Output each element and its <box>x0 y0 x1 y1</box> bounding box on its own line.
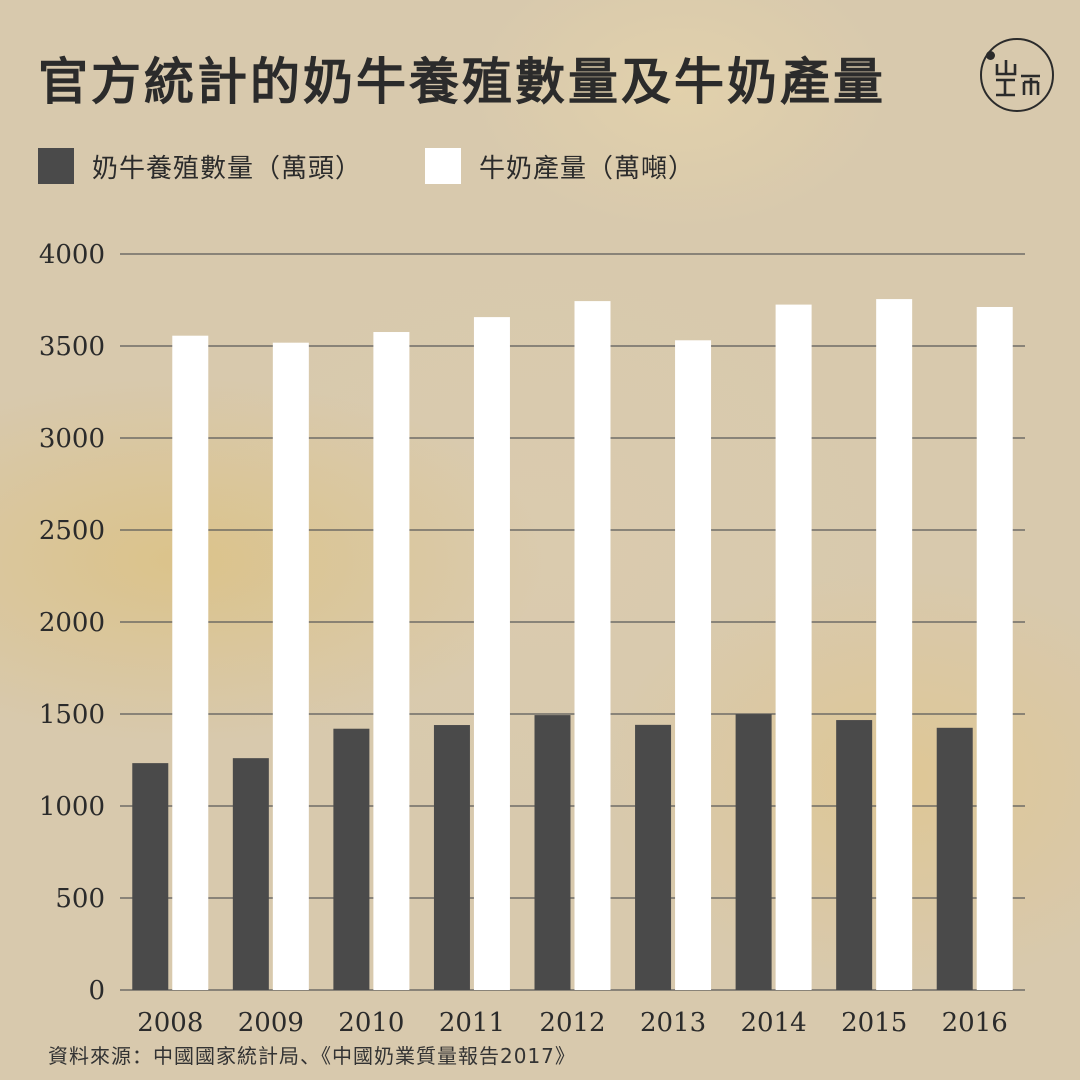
bar-cows <box>735 714 772 990</box>
source-note: 資料來源：中國國家統計局、《中國奶業質量報告2017》 <box>48 1044 576 1068</box>
bar-cows <box>132 763 169 990</box>
chart-title: 官方統計的奶牛養殖數量及牛奶產量 <box>38 52 886 111</box>
bar-milk <box>473 317 510 990</box>
y-tick-label: 1000 <box>39 792 105 822</box>
bar-milk <box>172 335 209 990</box>
x-tick-label: 2015 <box>841 1008 907 1038</box>
x-tick-label: 2014 <box>741 1008 807 1038</box>
bar-cows <box>936 727 973 990</box>
bar-milk <box>272 342 309 990</box>
legend-label-milk: 牛奶產量（萬噸） <box>479 153 696 184</box>
x-tick-label: 2009 <box>238 1008 304 1038</box>
theinitium-logo <box>980 38 1054 112</box>
bar-cows <box>232 758 269 990</box>
bar-cows <box>836 720 873 990</box>
x-tick-label: 2011 <box>439 1008 505 1038</box>
legend-item-milk: 牛奶產量（萬噸） <box>425 148 695 184</box>
y-tick-label: 0 <box>88 976 105 1006</box>
x-tick-label: 2012 <box>539 1008 605 1038</box>
bar-cows <box>433 725 470 990</box>
x-tick-label: 2016 <box>942 1008 1008 1038</box>
bar-cows <box>333 728 370 990</box>
bar-milk <box>775 304 812 991</box>
y-tick-label: 3500 <box>39 332 105 362</box>
bar-milk <box>976 306 1013 990</box>
y-tick-label: 2500 <box>39 516 105 546</box>
x-tick-label: 2013 <box>640 1008 706 1038</box>
bar-milk <box>675 340 712 990</box>
x-tick-label: 2008 <box>137 1008 203 1038</box>
x-tick-label: 2010 <box>338 1008 404 1038</box>
bar-cows <box>635 724 672 990</box>
bar-cows <box>534 715 571 990</box>
y-tick-label: 4000 <box>39 240 105 270</box>
y-tick-label: 500 <box>55 884 105 914</box>
y-tick-label: 1500 <box>39 700 105 730</box>
legend-label-cows: 奶牛養殖數量（萬頭） <box>92 153 363 184</box>
bar-milk <box>876 299 913 991</box>
legend-item-cows: 奶牛養殖數量（萬頭） <box>38 148 362 184</box>
legend-swatch-milk <box>425 148 461 184</box>
bar-milk <box>373 332 410 990</box>
y-tick-label: 2000 <box>39 608 105 638</box>
legend-swatch-cows <box>38 148 74 184</box>
y-tick-label: 3000 <box>39 424 105 454</box>
bar-milk <box>574 301 611 990</box>
